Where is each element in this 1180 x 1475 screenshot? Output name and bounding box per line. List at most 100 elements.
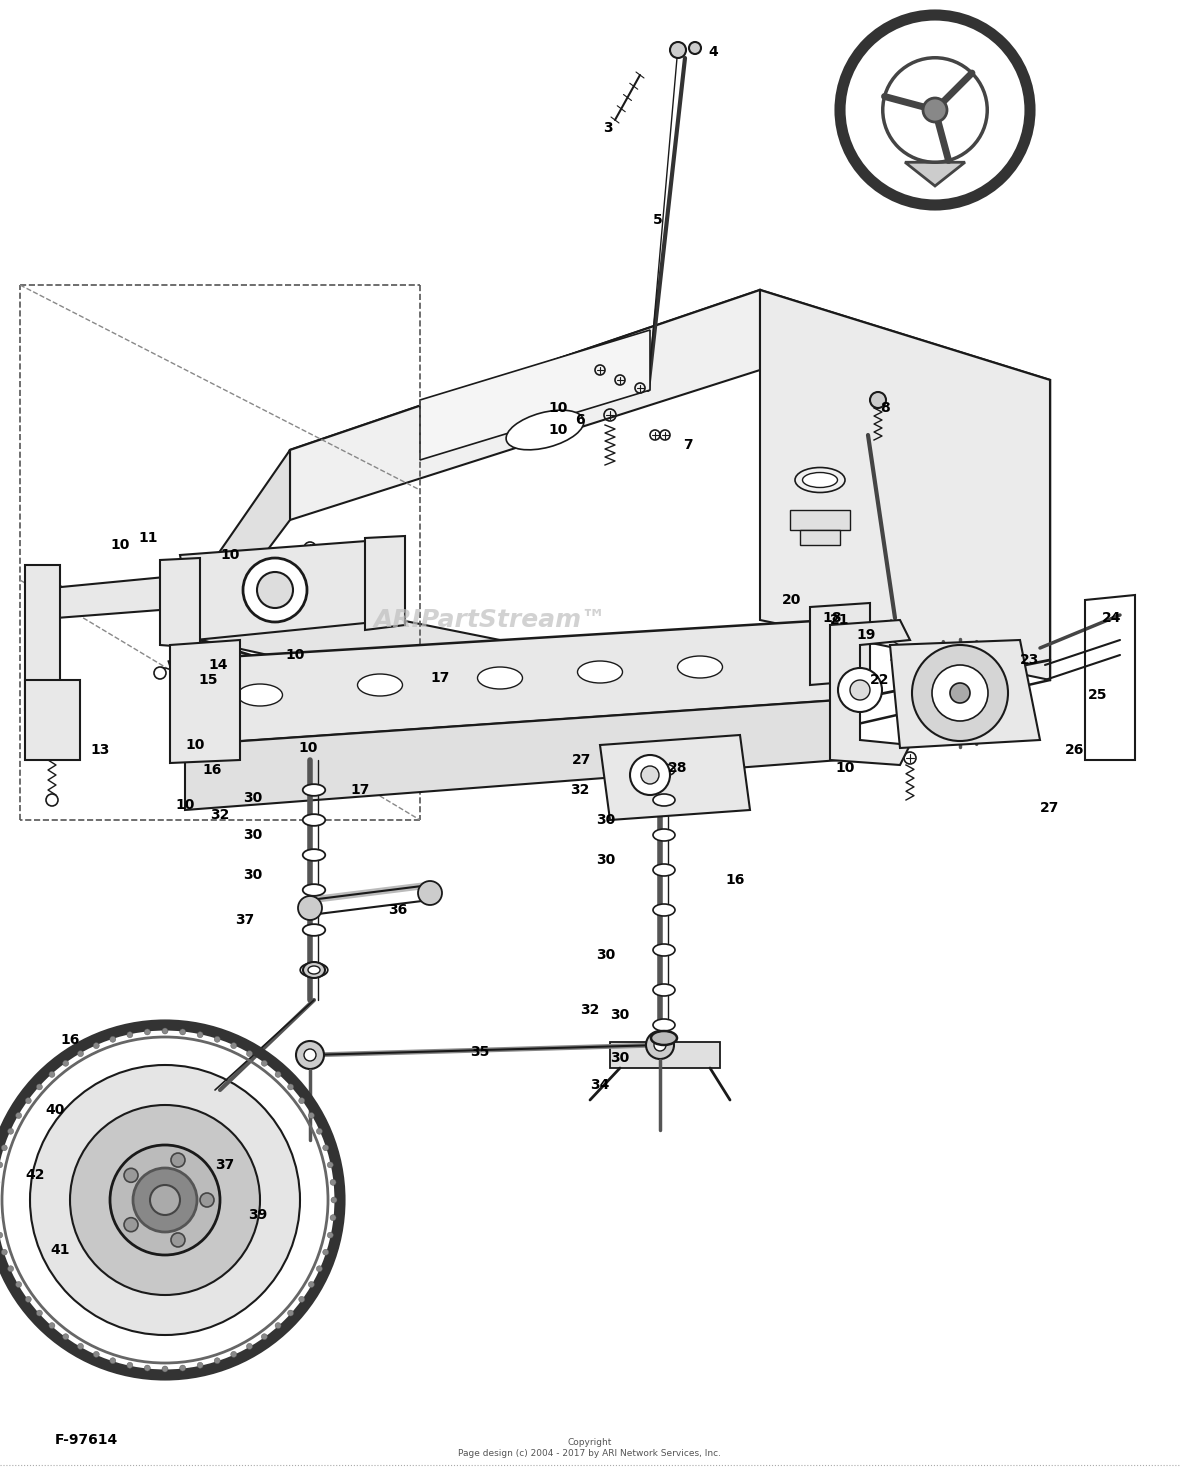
Circle shape	[0, 1232, 2, 1238]
Circle shape	[127, 1031, 133, 1038]
Circle shape	[110, 1037, 116, 1043]
Text: 34: 34	[590, 1078, 610, 1092]
Text: 21: 21	[831, 614, 850, 627]
Ellipse shape	[677, 656, 722, 678]
Circle shape	[299, 1097, 304, 1103]
Text: 30: 30	[243, 867, 263, 882]
Ellipse shape	[308, 966, 320, 974]
Text: 16: 16	[202, 763, 222, 777]
Text: 11: 11	[138, 531, 158, 544]
Text: 32: 32	[570, 783, 590, 796]
Circle shape	[330, 1215, 336, 1221]
Ellipse shape	[653, 794, 675, 805]
Circle shape	[296, 1041, 325, 1069]
Text: 10: 10	[221, 549, 240, 562]
Circle shape	[196, 650, 214, 670]
Circle shape	[124, 1218, 138, 1232]
Circle shape	[247, 1050, 253, 1056]
Polygon shape	[30, 565, 290, 619]
Circle shape	[645, 1031, 674, 1059]
Text: 16: 16	[60, 1032, 80, 1047]
Polygon shape	[170, 640, 240, 763]
Circle shape	[150, 1184, 181, 1215]
Circle shape	[327, 1162, 333, 1168]
Polygon shape	[789, 510, 850, 530]
Circle shape	[870, 392, 886, 409]
Ellipse shape	[358, 674, 402, 696]
Circle shape	[670, 41, 686, 58]
Text: 10: 10	[110, 538, 130, 552]
Circle shape	[654, 1038, 666, 1052]
Circle shape	[63, 1333, 68, 1339]
Text: 10: 10	[549, 401, 568, 414]
Polygon shape	[25, 565, 60, 709]
Circle shape	[25, 1297, 32, 1302]
Circle shape	[378, 544, 392, 559]
Circle shape	[215, 1037, 221, 1043]
Circle shape	[144, 1364, 150, 1372]
Circle shape	[155, 667, 166, 678]
Polygon shape	[25, 680, 80, 760]
Circle shape	[215, 1357, 221, 1364]
Circle shape	[93, 1043, 99, 1049]
Circle shape	[299, 895, 322, 920]
Circle shape	[838, 668, 881, 712]
Polygon shape	[420, 330, 650, 460]
Text: 37: 37	[235, 913, 255, 926]
Circle shape	[378, 608, 392, 622]
Text: 30: 30	[596, 948, 616, 962]
Text: 35: 35	[471, 1044, 490, 1059]
Circle shape	[912, 645, 1008, 740]
Circle shape	[275, 1071, 281, 1077]
Polygon shape	[809, 603, 870, 684]
Ellipse shape	[653, 764, 675, 776]
Polygon shape	[199, 580, 700, 749]
Text: 6: 6	[575, 413, 585, 426]
Circle shape	[63, 1061, 68, 1066]
Text: 41: 41	[51, 1243, 70, 1257]
Text: 32: 32	[581, 1003, 599, 1016]
Circle shape	[124, 1168, 138, 1183]
Polygon shape	[800, 530, 840, 544]
Circle shape	[231, 1043, 237, 1049]
Circle shape	[1, 1145, 7, 1151]
Ellipse shape	[651, 1031, 677, 1044]
Polygon shape	[185, 701, 840, 810]
Text: 40: 40	[45, 1103, 65, 1117]
Text: 16: 16	[726, 873, 745, 886]
Circle shape	[133, 1168, 197, 1232]
Circle shape	[25, 1097, 32, 1103]
Polygon shape	[599, 735, 750, 820]
Text: 42: 42	[25, 1168, 45, 1181]
Ellipse shape	[303, 850, 326, 861]
Text: Copyright
Page design (c) 2004 - 2017 by ARI Network Services, Inc.: Copyright Page design (c) 2004 - 2017 by…	[459, 1438, 721, 1457]
Circle shape	[830, 655, 850, 676]
Ellipse shape	[653, 1019, 675, 1031]
Text: 13: 13	[91, 743, 110, 757]
Circle shape	[37, 614, 48, 625]
Circle shape	[275, 1323, 281, 1329]
Text: 30: 30	[596, 813, 616, 827]
Text: 30: 30	[243, 827, 263, 842]
Ellipse shape	[219, 1146, 231, 1153]
Polygon shape	[905, 162, 965, 186]
Circle shape	[78, 1344, 84, 1350]
Circle shape	[196, 736, 214, 754]
Circle shape	[308, 1112, 314, 1118]
Polygon shape	[365, 535, 405, 630]
Ellipse shape	[303, 925, 326, 935]
Ellipse shape	[577, 661, 623, 683]
Circle shape	[70, 1105, 260, 1295]
Polygon shape	[890, 640, 1040, 748]
Text: 32: 32	[210, 808, 230, 822]
Circle shape	[850, 680, 870, 701]
Circle shape	[322, 1249, 329, 1255]
Circle shape	[327, 1232, 333, 1238]
Circle shape	[923, 97, 948, 122]
Text: 10: 10	[176, 798, 195, 813]
Circle shape	[162, 1366, 168, 1372]
Text: 24: 24	[1102, 611, 1122, 625]
Circle shape	[15, 1112, 21, 1118]
Text: 10: 10	[835, 761, 854, 774]
Text: F-97614: F-97614	[55, 1434, 118, 1447]
